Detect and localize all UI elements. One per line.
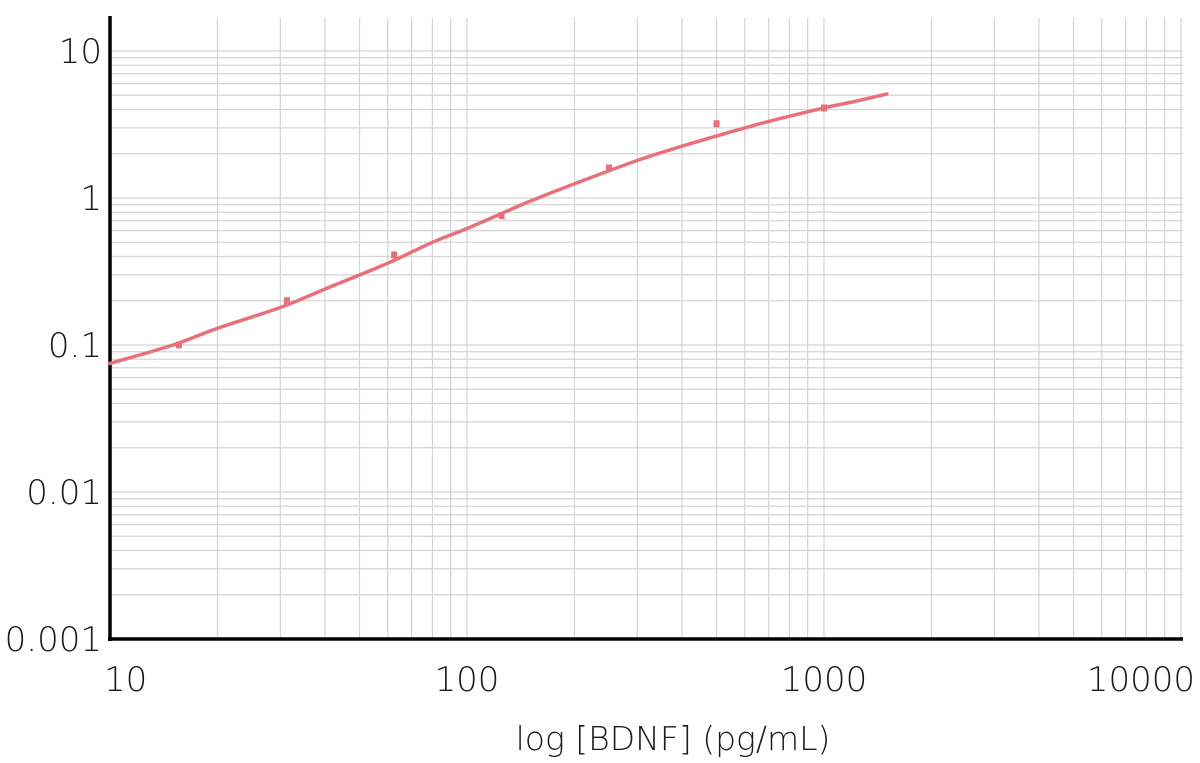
data-point <box>283 297 290 305</box>
data-point <box>391 251 398 259</box>
x-axis-label: log [BDNF] (pg/mL) <box>516 719 831 758</box>
data-points <box>175 104 827 349</box>
y-tick-label: 0.1 <box>48 326 102 366</box>
x-tick-labels: 10 100 1000 10000 <box>104 660 1195 700</box>
data-point <box>606 164 613 172</box>
grid <box>110 18 1183 639</box>
data-point <box>498 212 505 220</box>
data-point <box>713 120 720 128</box>
y-tick-label: 0.001 <box>5 620 102 660</box>
data-point <box>175 341 182 349</box>
y-tick-label: 10 <box>59 32 102 72</box>
fit-curve <box>108 92 889 366</box>
data-point <box>821 104 827 112</box>
x-tick-label: 10 <box>104 660 147 700</box>
axes <box>108 16 1183 641</box>
x-tick-label: 100 <box>435 660 500 700</box>
y-tick-labels: 0.001 0.01 0.1 1 10 <box>5 32 102 660</box>
x-tick-label: 1000 <box>781 660 868 700</box>
fit-curve-group <box>108 92 889 366</box>
y-tick-label: 1 <box>80 179 102 219</box>
y-tick-label: 0.01 <box>26 473 102 513</box>
x-tick-label: 10000 <box>1087 660 1195 700</box>
